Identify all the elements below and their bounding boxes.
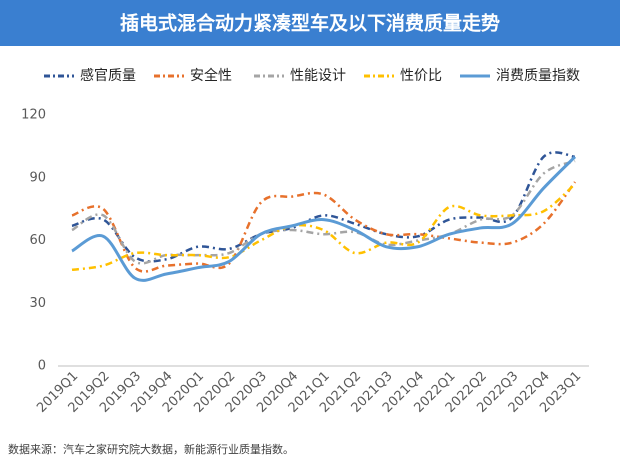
- series-line: [71, 181, 577, 273]
- source-note: 数据来源：汽车之家研究院大数据，新能源行业质量指数。: [8, 442, 294, 456]
- y-tick-label: 90: [29, 170, 46, 185]
- legend-label: 消费质量指数: [496, 68, 580, 84]
- series-line: [71, 151, 576, 263]
- legend-label: 感官质量: [80, 67, 136, 84]
- title-banner: [0, 0, 620, 46]
- legend-label: 性价比: [400, 68, 442, 84]
- series-line: [71, 155, 577, 282]
- series-line: [71, 183, 576, 272]
- series-line: [71, 159, 576, 265]
- legend-label: 安全性: [190, 67, 232, 84]
- y-tick-label: 60: [29, 233, 46, 248]
- legend-label: 性能设计: [290, 68, 346, 84]
- y-tick-label: 120: [21, 108, 46, 123]
- chart-title: 插电式混合动力紧凑型车及以下消费质量走势: [120, 12, 500, 35]
- y-tick-label: 30: [29, 296, 46, 311]
- y-tick-label: 0: [38, 359, 46, 374]
